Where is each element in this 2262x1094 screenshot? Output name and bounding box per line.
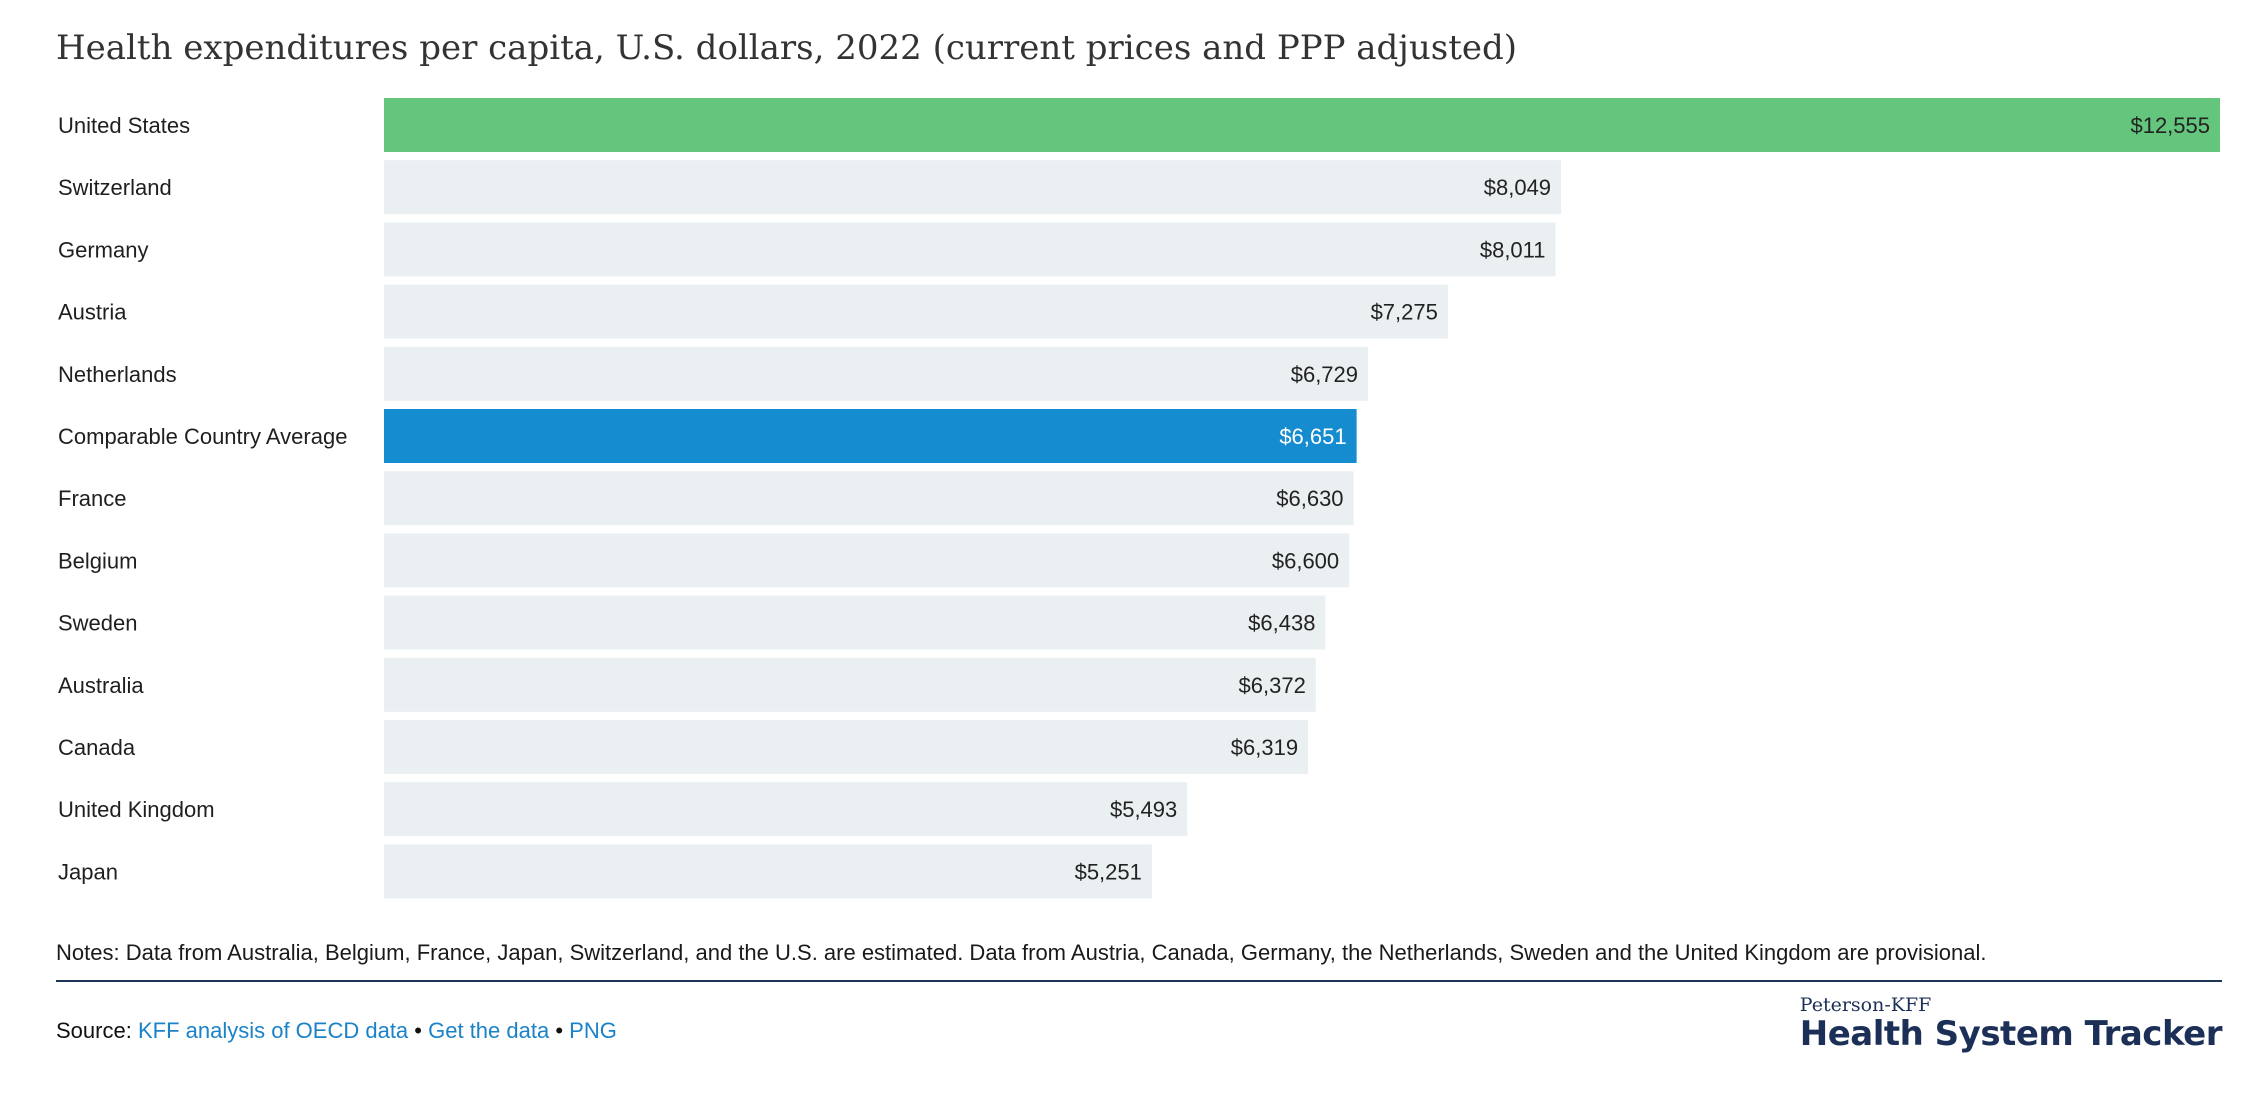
separator: • [414, 1018, 422, 1043]
bar [384, 409, 1357, 463]
bar [384, 222, 1556, 277]
category-label: Netherlands [58, 362, 177, 387]
chart-title: Health expenditures per capita, U.S. dol… [56, 28, 1518, 68]
logo-main-text: Health System Tracker [1799, 1014, 2223, 1054]
divider [56, 980, 2222, 982]
kff-analysis-link[interactable]: KFF analysis of OECD data [137, 1018, 409, 1043]
category-label: United Kingdom [58, 797, 215, 822]
data-label: $6,372 [1239, 673, 1306, 698]
category-label: Switzerland [58, 175, 172, 200]
bar [384, 98, 2220, 152]
data-label: $8,011 [1480, 237, 1546, 262]
data-label: $6,438 [1248, 611, 1315, 636]
bar [384, 782, 1188, 837]
category-label: Australia [58, 673, 144, 698]
get-the-data-link[interactable]: Get the data [428, 1018, 550, 1043]
bar [384, 720, 1309, 774]
logo-top-text: Peterson-KFF [1799, 994, 1932, 1016]
data-label: $7,275 [1371, 300, 1438, 325]
chart-notes: Notes: Data from Australia, Belgium, Fra… [56, 940, 1987, 965]
separator: • [555, 1018, 564, 1043]
category-label: Austria [58, 300, 127, 325]
png-link[interactable]: PNG [569, 1018, 617, 1043]
data-label: $6,651 [1279, 424, 1346, 449]
data-label: $8,049 [1484, 175, 1551, 200]
bar [384, 160, 1562, 215]
data-label: $6,600 [1272, 548, 1339, 573]
source-prefix: Source: [56, 1018, 132, 1043]
bar [384, 844, 1152, 899]
category-label: France [58, 486, 126, 511]
category-label: Canada [58, 735, 136, 760]
category-label: Germany [58, 237, 148, 262]
category-label: Japan [58, 859, 118, 884]
category-label: United States [58, 113, 190, 138]
data-label: $5,493 [1110, 797, 1177, 822]
bar [384, 657, 1316, 712]
category-label: Sweden [58, 611, 138, 636]
bar [384, 284, 1448, 339]
bar [384, 595, 1326, 650]
data-label: $12,555 [2130, 113, 2210, 138]
bar [384, 533, 1350, 588]
peterson-kff-logo: Peterson-KFF Health System Tracker [1799, 994, 2223, 1054]
bar [384, 346, 1369, 401]
data-label: $6,319 [1231, 735, 1298, 760]
bar [384, 471, 1354, 526]
source-line: Source: KFF analysis of OECD data • Get … [56, 1018, 617, 1044]
data-label: $6,630 [1276, 486, 1343, 511]
category-label: Belgium [58, 548, 137, 573]
chart-svg: United States $12,555 Switzerland $8,049 Ger… [58, 98, 2220, 899]
category-label: Comparable Country Average [58, 424, 347, 449]
data-label: $6,729 [1291, 362, 1358, 387]
data-label: $5,251 [1075, 859, 1142, 884]
